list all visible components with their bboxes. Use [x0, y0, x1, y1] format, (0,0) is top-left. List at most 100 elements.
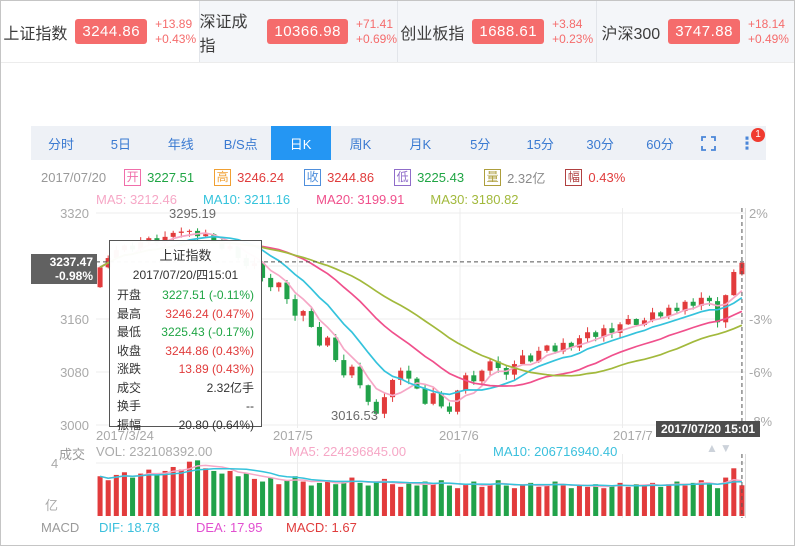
quote-panel-shanghai[interactable]: 上证指数 3244.86 +13.89 +0.43% — [1, 1, 200, 62]
tooltip-label: 收盘 — [117, 343, 142, 358]
pct-tick-2: 2% — [749, 206, 768, 221]
tooltip-datetime: 2017/07/20/四15:01 — [132, 268, 239, 282]
quote-date: 2017/07/20 — [41, 169, 107, 185]
volume-ma5-legend: MA5: 224296845.00 — [289, 444, 407, 459]
tab-30min[interactable]: 30分 — [586, 136, 614, 152]
fullscreen-button[interactable] — [690, 126, 728, 160]
volume-chart[interactable] — [96, 454, 746, 518]
volume-y-max: 4 — [51, 456, 59, 471]
scroll-arrows[interactable]: ▲▼ — [706, 441, 734, 455]
amplitude-value: 0.43% — [588, 169, 626, 185]
macd-dif-legend: DIF: 18.78 — [99, 520, 160, 535]
index-change: +18.14 +0.49% — [748, 17, 789, 47]
change-value: +18.14 — [747, 16, 785, 31]
tooltip-value: 13.89 (0.43%) — [178, 362, 254, 376]
tooltip-title: 上证指数 — [159, 248, 212, 263]
marker-price: 3237.47 — [49, 255, 93, 269]
volume-ma10-legend: MA10: 206716940.40 — [493, 444, 618, 459]
high-tag: 高 — [214, 168, 232, 186]
tab-yearline[interactable]: 年线 — [167, 136, 194, 152]
tab-weekly-k[interactable]: 周K — [349, 136, 372, 152]
tooltip-value: 2.32亿手 — [206, 380, 254, 395]
tab-monthly-k[interactable]: 月K — [409, 136, 432, 152]
tab-timeline[interactable]: 分时 — [47, 136, 74, 152]
close-tag: 收 — [304, 168, 322, 186]
index-price-badge: 3244.86 — [75, 19, 148, 44]
change-pct: +0.23% — [552, 31, 594, 46]
high-value: 3246.24 — [237, 169, 285, 185]
period-tab-bar: 分时 5日 年线 B/S点 日K 周K 月K 5分 15分 30分 60分 ⋮ … — [31, 126, 766, 160]
tooltip-value: 20.80 (0.64%) — [178, 417, 254, 432]
quote-panel-chinext[interactable]: 创业板指 1688.61 +3.84 +0.23% — [398, 1, 597, 62]
tab-daily-k[interactable]: 日K — [270, 126, 331, 160]
tooltip-label: 开盘 — [117, 288, 142, 302]
tab-bs-points[interactable]: B/S点 — [223, 136, 258, 152]
index-change: +3.84 +0.23% — [552, 17, 593, 47]
index-name: 创业板指 — [400, 25, 465, 43]
open-tag: 开 — [124, 168, 142, 186]
ma5-legend: MA5: 3212.46 — [96, 192, 177, 207]
change-pct: +0.69% — [355, 31, 397, 46]
tooltip-value: 3244.86 (0.43%) — [165, 343, 254, 358]
more-menu-button[interactable]: ⋮ 1 — [728, 126, 766, 160]
ma10-legend: MA10: 3211.16 — [202, 192, 291, 207]
candle-tooltip: 上证指数 2017/07/20/四15:01 开盘 3227.51 (-0.11%… — [109, 240, 262, 432]
tab-5min[interactable]: 5分 — [470, 136, 491, 152]
tooltip-label: 最低 — [117, 325, 142, 339]
index-change: +71.41 +0.69% — [356, 17, 397, 47]
index-name: 上证指数 — [3, 25, 68, 43]
index-name: 沪深300 — [601, 25, 661, 43]
index-price-badge: 1688.61 — [472, 19, 545, 44]
x-tick-jul: 2017/7 — [613, 428, 653, 443]
change-pct: +0.49% — [747, 31, 789, 46]
quote-panel-shenzhen[interactable]: 深证成指 10366.98 +71.41 +0.69% — [199, 1, 398, 62]
tooltip-label: 换手 — [117, 399, 142, 413]
macd-pane-label: MACD — [41, 520, 80, 535]
trough-price-annotation: 3016.53 — [331, 408, 378, 423]
tooltip-label: 最高 — [117, 306, 142, 321]
tab-5day[interactable]: 5日 — [110, 136, 131, 152]
open-value: 3227.51 — [147, 169, 195, 185]
low-value: 3225.43 — [417, 169, 465, 185]
scroll-down-icon[interactable]: ▼ — [719, 441, 734, 455]
tooltip-label: 振幅 — [117, 417, 142, 432]
y-tick-3320: 3320 — [60, 206, 89, 221]
quote-panel-csi300[interactable]: 沪深300 3747.88 +18.14 +0.49% — [596, 1, 794, 62]
y-tick-3080: 3080 — [60, 365, 89, 380]
change-value: +3.84 — [552, 16, 583, 31]
index-price-badge: 3747.88 — [668, 19, 740, 44]
amplitude-tag: 幅 — [565, 168, 583, 186]
macd-dea-legend: DEA: 17.95 — [196, 520, 263, 535]
volume-pane-label: 成交 — [59, 447, 86, 462]
x-tick-jun: 2017/6 — [439, 428, 479, 443]
index-price-badge: 10366.98 — [267, 19, 348, 44]
y-tick-3000: 3000 — [60, 418, 89, 433]
change-value: +71.41 — [355, 16, 393, 31]
ma-legend-row: MA5: 3212.46 MA10: 3211.16 MA20: 3199.91… — [96, 192, 519, 207]
tooltip-value: 3225.43 (-0.17%) — [161, 325, 254, 339]
scroll-up-icon[interactable]: ▲ — [706, 441, 720, 455]
y-tick-3160: 3160 — [60, 312, 89, 327]
change-value: +13.89 — [155, 16, 193, 31]
change-pct: +0.43% — [155, 31, 197, 46]
volume-y-unit: 亿 — [45, 498, 59, 513]
price-marker: 3237.47 -0.98% — [31, 254, 97, 284]
tooltip-label: 成交 — [117, 380, 142, 395]
index-name: 深证成指 — [199, 13, 248, 55]
tab-60min[interactable]: 60分 — [646, 136, 674, 152]
tab-15min[interactable]: 15分 — [526, 136, 554, 152]
ma20-legend: MA20: 3199.91 — [316, 192, 405, 207]
tooltip-value: 3227.51 (-0.11%) — [162, 288, 254, 302]
marker-pct: -0.98% — [54, 269, 93, 283]
volume-value-legend: VOL: 232108392.00 — [96, 444, 213, 459]
crosshair-date-badge: 2017/07/20 15:01 — [656, 421, 761, 437]
close-value: 3244.86 — [327, 169, 375, 185]
low-tag: 低 — [394, 168, 412, 186]
volume-value: 2.32亿 — [507, 170, 546, 186]
ma30-legend: MA30: 3180.82 — [430, 192, 519, 207]
tooltip-value: 3246.24 (0.47%) — [165, 306, 254, 321]
tooltip-value: -- — [246, 399, 254, 413]
pct-tick-neg3: -3% — [749, 312, 773, 327]
